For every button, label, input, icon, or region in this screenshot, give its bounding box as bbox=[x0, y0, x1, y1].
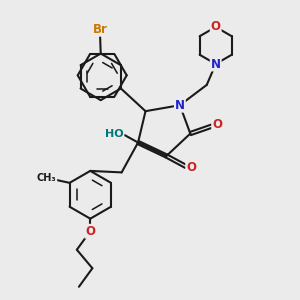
Text: N: N bbox=[211, 58, 221, 70]
Text: O: O bbox=[211, 20, 221, 34]
Text: Br: Br bbox=[93, 22, 108, 36]
Text: CH₃: CH₃ bbox=[37, 173, 56, 183]
Text: HO: HO bbox=[105, 129, 124, 139]
Text: O: O bbox=[186, 161, 196, 174]
Text: N: N bbox=[175, 99, 185, 112]
Text: O: O bbox=[85, 225, 95, 238]
Text: O: O bbox=[212, 118, 222, 131]
